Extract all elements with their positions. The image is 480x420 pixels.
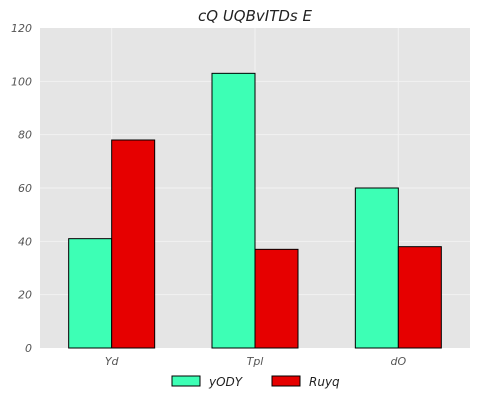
bars xyxy=(68,72,442,349)
bar-yODY-Yd xyxy=(68,238,113,349)
legend: yODY Ruyq xyxy=(171,375,340,389)
legend-label-Ruyq: Ruyq xyxy=(309,375,340,389)
y-axis-ticks: 0 20 40 60 80 100 120 xyxy=(11,22,32,355)
y-tick-label: 20 xyxy=(18,289,32,302)
y-tick-label: 0 xyxy=(25,342,32,355)
legend-swatch-Ruyq xyxy=(271,375,301,387)
y-tick-label: 80 xyxy=(18,129,32,142)
bar-Ruyq-dO xyxy=(397,246,442,349)
legend-swatch-yODY xyxy=(171,375,201,387)
y-tick-label: 120 xyxy=(11,22,32,35)
bar-yODY-dO xyxy=(354,187,399,349)
bar-yODY-Tpl xyxy=(211,72,256,349)
x-tick-label: Yd xyxy=(105,355,120,368)
bar-Ruyq-Yd xyxy=(111,139,156,349)
legend-label-yODY: yODY xyxy=(208,375,244,389)
y-tick-label: 100 xyxy=(11,75,32,88)
bar-Ruyq-Tpl xyxy=(254,248,299,349)
x-axis-ticks: Yd Tpl dO xyxy=(105,355,407,368)
x-tick-label: dO xyxy=(391,355,407,368)
x-tick-label: Tpl xyxy=(247,355,264,368)
y-tick-label: 60 xyxy=(18,182,32,195)
chart-title: cQ UQBvITDs E xyxy=(198,7,312,25)
y-tick-label: 40 xyxy=(18,235,32,248)
